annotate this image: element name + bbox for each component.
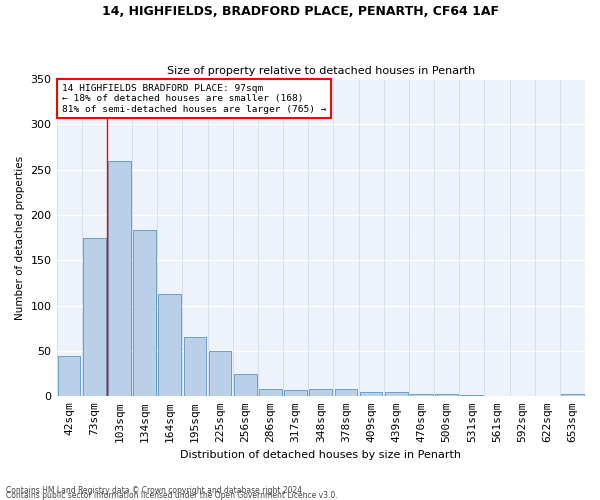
Text: 14 HIGHFIELDS BRADFORD PLACE: 97sqm
← 18% of detached houses are smaller (168)
8: 14 HIGHFIELDS BRADFORD PLACE: 97sqm ← 18… [62,84,326,114]
Bar [385,392,407,396]
Bar [133,230,156,396]
Bar [435,394,458,396]
Bar [310,389,332,396]
Bar [108,160,131,396]
Bar [83,238,106,396]
Bar [360,392,382,396]
Text: Contains HM Land Registry data © Crown copyright and database right 2024.: Contains HM Land Registry data © Crown c… [6,486,305,495]
Text: Contains public sector information licensed under the Open Government Licence v3: Contains public sector information licen… [6,491,338,500]
Bar [410,394,433,396]
Bar [335,389,357,396]
Bar [259,389,282,396]
Bar [209,351,232,397]
Title: Size of property relative to detached houses in Penarth: Size of property relative to detached ho… [167,66,475,76]
Bar [58,356,80,397]
Bar [284,390,307,396]
Bar [234,374,257,396]
Bar [158,294,181,396]
Y-axis label: Number of detached properties: Number of detached properties [15,156,25,320]
Text: 14, HIGHFIELDS, BRADFORD PLACE, PENARTH, CF64 1AF: 14, HIGHFIELDS, BRADFORD PLACE, PENARTH,… [101,5,499,18]
Bar [184,338,206,396]
Bar [561,394,584,396]
X-axis label: Distribution of detached houses by size in Penarth: Distribution of detached houses by size … [180,450,461,460]
